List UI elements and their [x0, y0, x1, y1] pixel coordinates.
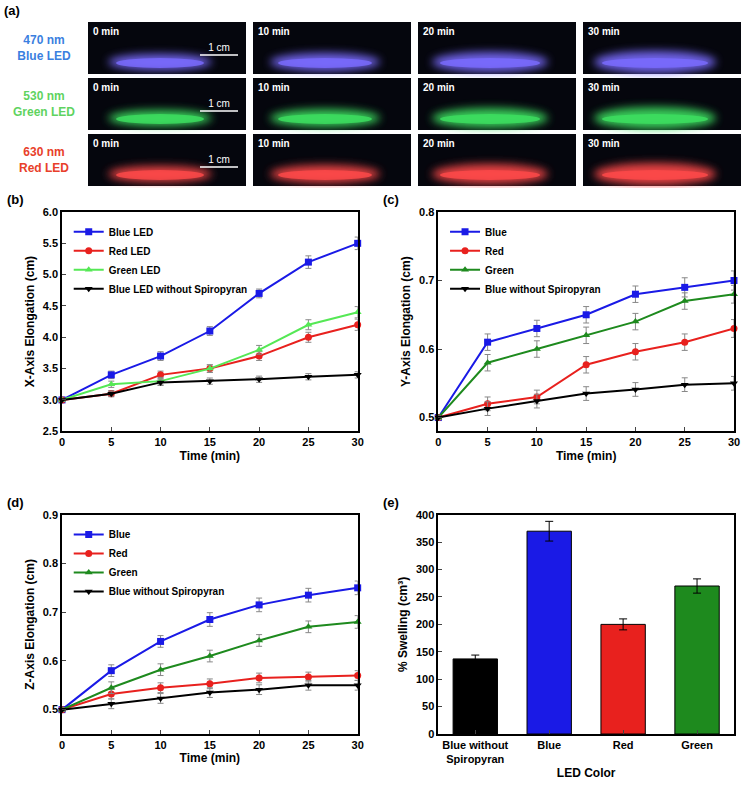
svg-text:Y-Axis Elongation (cm): Y-Axis Elongation (cm) [399, 256, 413, 387]
svg-text:50: 50 [422, 700, 434, 712]
svg-text:0.6: 0.6 [43, 655, 58, 667]
svg-text:300: 300 [416, 563, 434, 575]
svg-text:10: 10 [531, 436, 543, 448]
svg-text:1 cm: 1 cm [208, 42, 230, 53]
svg-text:Time (min): Time (min) [180, 751, 240, 765]
svg-text:250: 250 [416, 591, 434, 603]
svg-text:530 nm: 530 nm [23, 89, 64, 103]
svg-text:15: 15 [204, 739, 216, 751]
svg-text:400: 400 [416, 509, 434, 521]
svg-text:10 min: 10 min [258, 82, 290, 93]
svg-text:(c): (c) [383, 192, 399, 207]
svg-text:25: 25 [302, 436, 314, 448]
svg-text:5.0: 5.0 [43, 268, 58, 280]
svg-text:Blue: Blue [109, 529, 131, 540]
svg-text:Blue without Spiropyran: Blue without Spiropyran [485, 284, 601, 295]
svg-text:30 min: 30 min [588, 138, 620, 149]
svg-text:0 min: 0 min [93, 138, 119, 149]
svg-text:630 nm: 630 nm [23, 145, 64, 159]
svg-text:Green LED: Green LED [109, 265, 161, 276]
svg-text:Red LED: Red LED [19, 161, 69, 175]
svg-text:350: 350 [416, 536, 434, 548]
svg-text:100: 100 [416, 673, 434, 685]
svg-text:Blue LED: Blue LED [109, 227, 153, 238]
svg-text:30 min: 30 min [588, 26, 620, 37]
svg-text:0.5: 0.5 [419, 411, 434, 423]
svg-text:10 min: 10 min [258, 138, 290, 149]
svg-text:10 min: 10 min [258, 26, 290, 37]
svg-text:20: 20 [253, 436, 265, 448]
svg-text:Green: Green [485, 265, 514, 276]
svg-text:5: 5 [108, 739, 114, 751]
svg-text:Blue: Blue [485, 227, 507, 238]
svg-text:1 cm: 1 cm [208, 154, 230, 165]
svg-text:20 min: 20 min [423, 82, 455, 93]
svg-text:(a): (a) [4, 3, 20, 18]
svg-text:30: 30 [352, 436, 364, 448]
svg-text:(e): (e) [383, 495, 399, 510]
svg-text:0 min: 0 min [93, 82, 119, 93]
svg-text:20 min: 20 min [423, 138, 455, 149]
svg-text:4.0: 4.0 [43, 331, 58, 343]
svg-text:0.9: 0.9 [43, 509, 58, 521]
svg-text:% Swelling (cm³): % Swelling (cm³) [396, 577, 410, 672]
svg-text:200: 200 [416, 618, 434, 630]
svg-text:Time (min): Time (min) [556, 449, 616, 463]
svg-text:0.8: 0.8 [43, 557, 58, 569]
svg-text:0.6: 0.6 [419, 343, 434, 355]
svg-text:(b): (b) [7, 192, 24, 207]
svg-text:Z-Axis Elongation (cm): Z-Axis Elongation (cm) [23, 559, 37, 690]
svg-text:15: 15 [580, 436, 592, 448]
svg-text:20: 20 [253, 739, 265, 751]
svg-text:5: 5 [485, 436, 491, 448]
svg-text:4.5: 4.5 [43, 300, 58, 312]
svg-text:1 cm: 1 cm [208, 98, 230, 109]
svg-text:0: 0 [59, 739, 65, 751]
svg-text:2.5: 2.5 [43, 425, 58, 437]
svg-text:30: 30 [352, 739, 364, 751]
svg-text:0.7: 0.7 [43, 606, 58, 618]
svg-text:30: 30 [728, 436, 740, 448]
svg-text:0 min: 0 min [93, 26, 119, 37]
svg-text:Green: Green [109, 567, 138, 578]
svg-text:470 nm: 470 nm [23, 33, 64, 47]
svg-text:Blue withoutSpiropyran: Blue withoutSpiropyran [442, 739, 508, 765]
svg-text:Red: Red [485, 246, 504, 257]
svg-text:25: 25 [302, 739, 314, 751]
svg-text:0: 0 [435, 436, 441, 448]
svg-text:LED Color: LED Color [557, 766, 616, 780]
svg-text:150: 150 [416, 646, 434, 658]
svg-text:20 min: 20 min [423, 26, 455, 37]
svg-text:Time (min): Time (min) [180, 449, 240, 463]
svg-text:(d): (d) [7, 495, 24, 510]
svg-text:Green: Green [681, 739, 713, 751]
svg-text:Blue without Spiropyran: Blue without Spiropyran [109, 586, 225, 597]
svg-text:Blue: Blue [537, 739, 561, 751]
svg-text:0.8: 0.8 [419, 206, 434, 218]
svg-text:0.5: 0.5 [43, 703, 58, 715]
svg-text:20: 20 [629, 436, 641, 448]
svg-text:Red LED: Red LED [109, 246, 151, 257]
svg-text:5.5: 5.5 [43, 237, 58, 249]
svg-text:5: 5 [108, 436, 114, 448]
svg-text:Blue LED: Blue LED [17, 49, 71, 63]
svg-text:X-Axis Elongation (cm): X-Axis Elongation (cm) [23, 256, 37, 387]
svg-text:Blue LED without Spiropyran: Blue LED without Spiropyran [109, 284, 247, 295]
svg-text:30 min: 30 min [588, 82, 620, 93]
svg-text:3.5: 3.5 [43, 362, 58, 374]
svg-text:3.0: 3.0 [43, 394, 58, 406]
svg-text:0: 0 [428, 728, 434, 740]
svg-text:0.7: 0.7 [419, 274, 434, 286]
svg-text:15: 15 [204, 436, 216, 448]
svg-text:25: 25 [679, 436, 691, 448]
svg-text:0: 0 [59, 436, 65, 448]
svg-text:10: 10 [154, 739, 166, 751]
svg-text:Green LED: Green LED [13, 105, 75, 119]
svg-text:6.0: 6.0 [43, 206, 58, 218]
svg-text:Red: Red [613, 739, 634, 751]
svg-text:10: 10 [154, 436, 166, 448]
svg-text:Red: Red [109, 548, 128, 559]
